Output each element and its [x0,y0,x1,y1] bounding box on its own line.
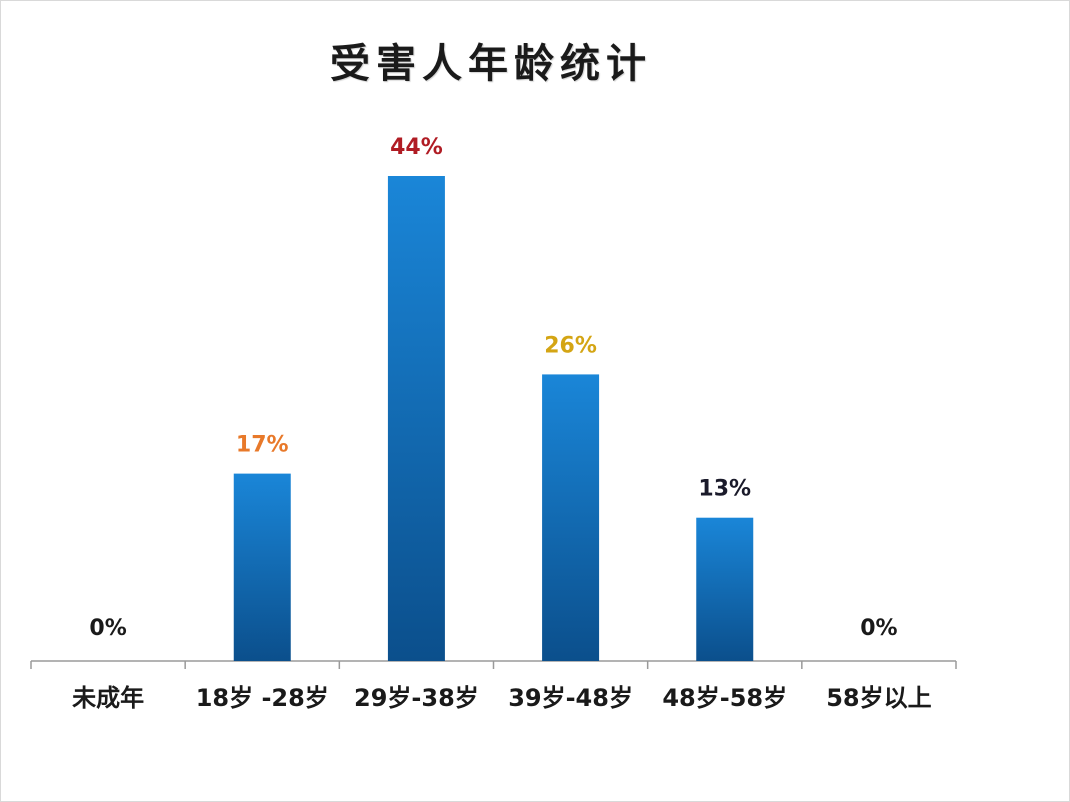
data-label: 0% [89,616,126,641]
category-label: 18岁 -28岁 [196,684,329,712]
category-label: 未成年 [72,684,144,712]
bar [696,517,754,661]
bar [542,374,600,661]
category-label: 39岁-48岁 [508,684,633,712]
chart-title: 受害人年龄统计 [330,40,652,87]
bar [233,473,291,661]
data-label: 26% [544,333,597,358]
data-label: 13% [698,477,751,502]
data-label: 0% [860,616,897,641]
category-label: 58岁以上 [826,684,931,712]
category-label: 29岁-38岁 [354,684,479,712]
category-label: 48岁-58岁 [662,684,787,712]
data-label: 17% [236,433,289,458]
data-label: 44% [390,135,443,160]
bar [387,176,445,661]
